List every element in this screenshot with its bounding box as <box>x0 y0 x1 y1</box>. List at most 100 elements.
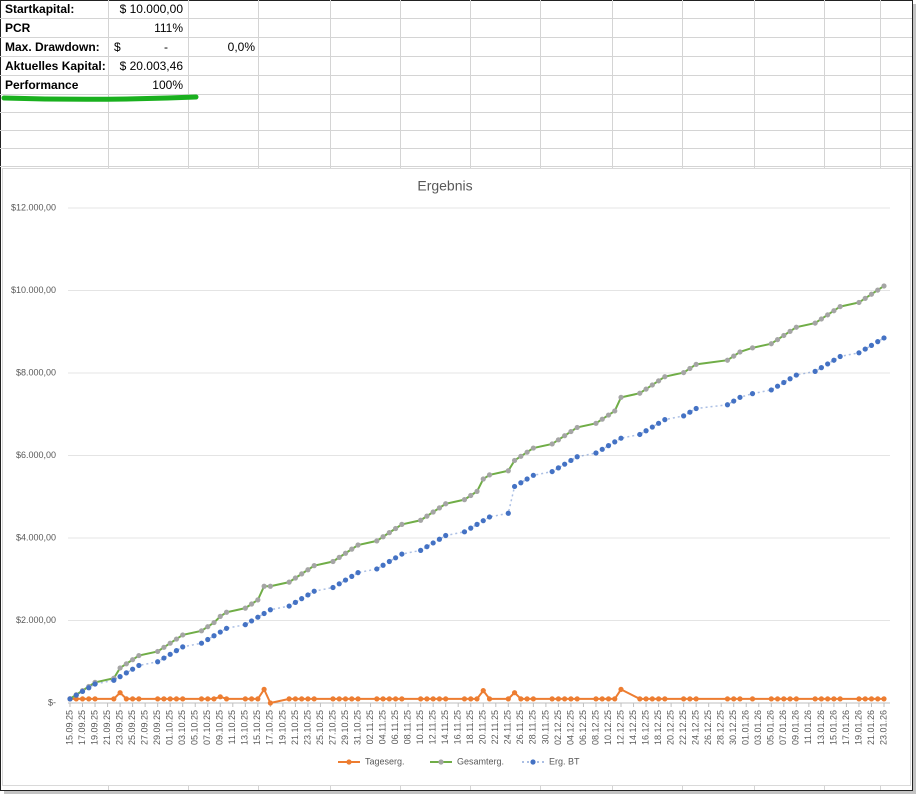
series-marker <box>856 350 862 356</box>
series-marker <box>248 696 255 702</box>
series-marker <box>211 633 217 639</box>
series-marker <box>643 428 649 434</box>
series-marker <box>468 525 474 531</box>
series-marker <box>818 365 824 371</box>
series-marker <box>255 696 261 702</box>
x-tick-label: 15.09.25 <box>64 710 74 745</box>
x-tick-label: 09.01.26 <box>791 710 801 745</box>
x-tick-label: 23.09.25 <box>114 710 124 745</box>
series-marker <box>386 530 392 536</box>
series-marker <box>781 379 787 386</box>
series-marker <box>292 575 299 581</box>
series-marker <box>167 696 173 702</box>
series-marker <box>261 610 267 617</box>
series-marker <box>117 665 123 671</box>
x-tick-label: 21.09.25 <box>102 710 112 745</box>
x-tick-label: 20.12.25 <box>665 710 675 745</box>
series-marker <box>117 690 123 696</box>
series-marker <box>255 614 261 620</box>
series-marker <box>336 581 342 587</box>
x-tick-label: 19.09.25 <box>89 710 99 745</box>
series-marker <box>562 433 568 439</box>
x-tick-label: 28.11.25 <box>528 710 538 744</box>
y-tick-label: $10.000,00 <box>11 285 56 295</box>
series-marker <box>681 413 687 419</box>
series-marker <box>837 353 843 360</box>
series-marker <box>831 308 837 314</box>
series-marker <box>86 685 92 691</box>
series-marker <box>524 449 530 455</box>
series-marker <box>349 696 355 702</box>
x-tick-label: 05.10.25 <box>190 710 200 745</box>
series-marker <box>474 521 480 527</box>
series-marker <box>724 357 731 363</box>
series-marker <box>768 696 774 702</box>
legend-marker <box>346 759 352 765</box>
series-marker <box>305 696 311 702</box>
series-marker <box>355 570 361 576</box>
series-marker <box>480 688 486 694</box>
x-tick-label: 04.11.25 <box>377 710 387 744</box>
series-marker <box>831 696 837 702</box>
legend-label: Erg. BT <box>549 756 580 766</box>
series-marker <box>825 312 831 318</box>
x-tick-label: 23.10.25 <box>302 710 312 745</box>
x-tick-label: 02.11.25 <box>365 710 375 744</box>
x-tick-label: 29.10.25 <box>340 710 350 745</box>
y-tick-label: $- <box>48 697 56 707</box>
series-marker <box>505 468 511 474</box>
series-marker <box>311 588 317 594</box>
series-marker <box>486 514 493 520</box>
series-marker <box>374 538 380 544</box>
series-marker <box>198 640 205 646</box>
series-marker <box>511 690 518 696</box>
series-marker <box>781 696 787 702</box>
x-tick-label: 14.12.25 <box>628 710 638 745</box>
series-marker <box>812 696 818 702</box>
x-tick-label: 30.11.25 <box>540 710 550 744</box>
x-tick-label: 04.12.25 <box>565 710 575 745</box>
series-marker <box>79 696 86 702</box>
series-marker <box>311 563 317 569</box>
x-tick-label: 26.11.25 <box>515 710 525 744</box>
cell-value: 100% <box>152 78 183 92</box>
series-marker <box>330 696 336 702</box>
series-marker <box>342 550 349 556</box>
series-marker <box>461 497 468 503</box>
legend-marker <box>438 759 444 765</box>
x-tick-label: 31.10.25 <box>352 710 362 745</box>
series-marker <box>881 696 887 702</box>
x-tick-label: 26.12.25 <box>703 710 713 745</box>
plot: $- $2.000,00 $4.000,00 $6.000,00 $8.000,00 $1… <box>11 202 890 766</box>
series-marker <box>612 439 618 445</box>
series-marker <box>299 596 305 602</box>
x-tick-label: 19.10.25 <box>277 710 287 745</box>
x-tick-label: 11.10.25 <box>227 710 237 744</box>
series-marker <box>818 316 824 322</box>
x-tick-label: 23.01.26 <box>878 710 888 745</box>
series-marker <box>167 640 173 646</box>
legend-marker <box>530 759 536 765</box>
series-marker <box>374 696 380 702</box>
series-marker <box>217 694 223 700</box>
series-marker <box>731 398 737 404</box>
series-marker <box>662 696 668 702</box>
series-marker <box>155 696 161 702</box>
series-marker <box>386 696 392 702</box>
series-marker <box>749 391 756 397</box>
series-marker <box>461 529 468 535</box>
x-tick-label: 28.12.25 <box>716 710 726 745</box>
series-marker <box>562 461 568 467</box>
series-marker <box>336 696 342 702</box>
series-marker <box>299 571 305 577</box>
series-marker <box>436 696 443 702</box>
cell-label: PCR <box>5 21 31 35</box>
cell-value: 111% <box>154 21 183 35</box>
series-marker <box>468 492 474 499</box>
cell-ratio: 0,0% <box>228 40 256 54</box>
series-marker <box>649 382 655 388</box>
series-marker <box>117 674 123 680</box>
series-marker <box>123 670 129 676</box>
series-marker <box>286 696 292 702</box>
